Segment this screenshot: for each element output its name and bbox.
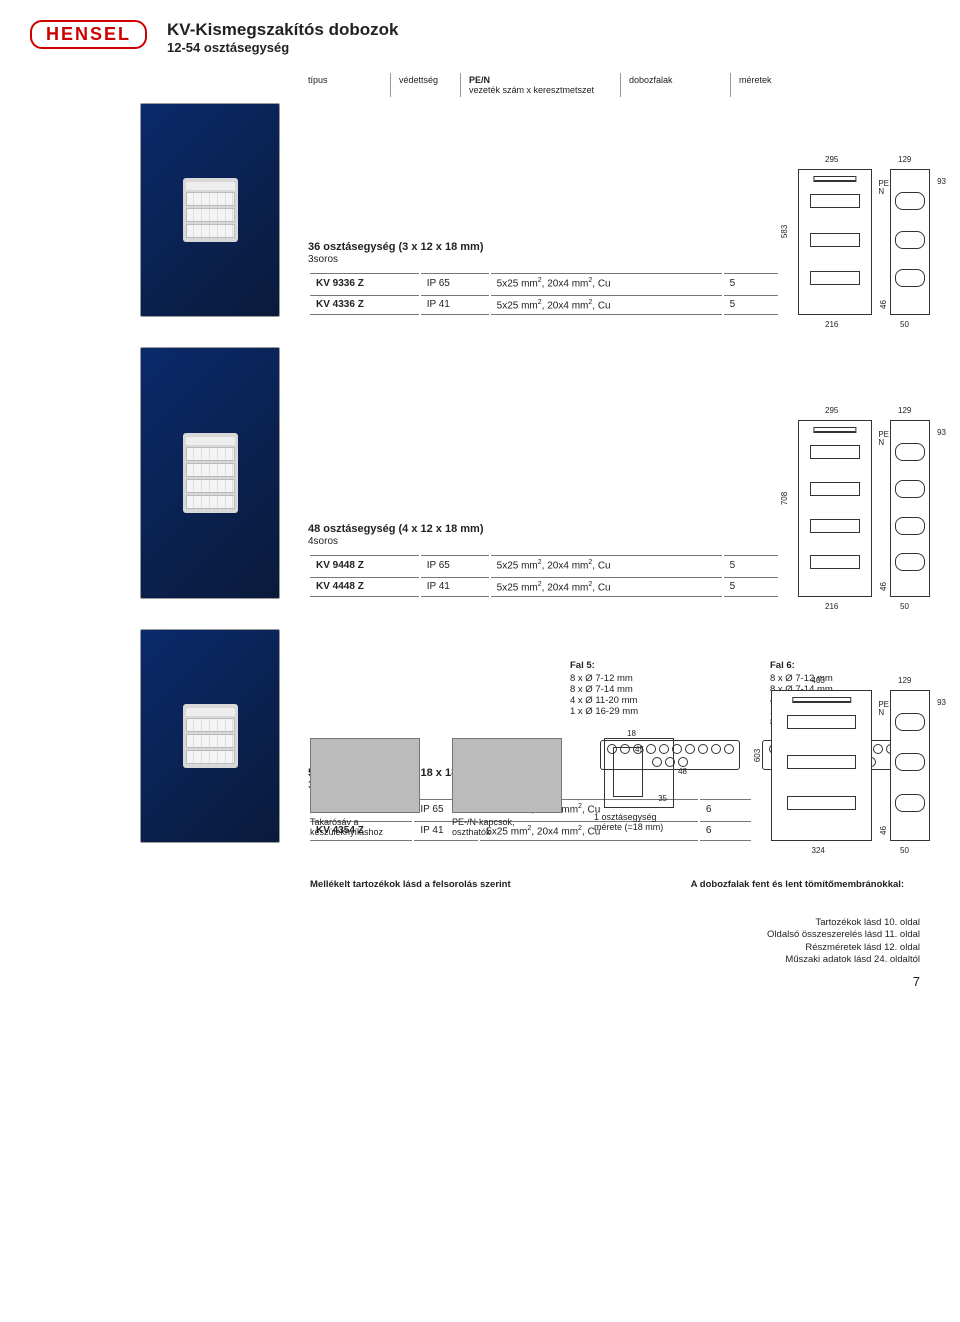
- front-view: PEN: [798, 420, 872, 597]
- dim-inner-width: 216: [825, 320, 838, 329]
- label-pen: PEN: [878, 701, 889, 717]
- table-row: KV 4448 ZIP 415x25 mm2, 20x4 mm2, Cu5: [310, 577, 778, 597]
- footer-line: Oldalsó összeszerelés lásd 11. oldal: [30, 929, 920, 941]
- table-row: KV 4336 ZIP 415x25 mm2, 20x4 mm2, Cu5: [310, 295, 778, 315]
- colhdr-protection: védettség: [390, 73, 460, 97]
- side-view: [890, 420, 930, 597]
- cell-wire: 5x25 mm2, 20x4 mm2, Cu: [491, 273, 722, 292]
- dim-inner-width: 216: [825, 602, 838, 611]
- spec-table: KV 9448 ZIP 655x25 mm2, 20x4 mm2, Cu5KV …: [308, 553, 780, 599]
- cell-protection: IP 41: [421, 577, 489, 597]
- accessory-unit-size: 18 45 48 35 1 osztásegységmérete (=18 mm…: [594, 738, 714, 832]
- footer-line: Tartozékok lásd 10. oldal: [30, 917, 920, 929]
- dim-height: 603: [753, 748, 762, 761]
- brand-logo: HENSEL: [30, 20, 147, 49]
- cell-protection: IP 41: [421, 295, 489, 315]
- table-row: KV 9448 ZIP 655x25 mm2, 20x4 mm2, Cu5: [310, 555, 778, 574]
- dim-inner-width: 324: [812, 846, 825, 855]
- dim-inner-height: 46: [879, 300, 888, 309]
- accessory-image: [310, 738, 420, 813]
- dim-height: 583: [780, 225, 789, 238]
- dimension-drawings: PEN403603324461299350: [771, 690, 930, 841]
- dim-depth: 129: [898, 155, 911, 164]
- wall-spec-line: 8 x Ø 7-14 mm: [570, 684, 730, 695]
- page-subtitle: 12-54 osztásegység: [167, 40, 930, 55]
- label-pen: PEN: [878, 431, 889, 447]
- product-section: 36 osztásegység (3 x 12 x 18 mm)3soros KV…: [30, 103, 930, 317]
- accessory-cover-strip: Takarósáv akészüléknyíláshoz: [310, 738, 430, 837]
- accessory-pen-terminals: PE-/N-kapcsok,oszthatók: [452, 738, 572, 837]
- section-subheading: 4soros: [308, 536, 780, 547]
- cell-wire: 5x25 mm2, 20x4 mm2, Cu: [491, 295, 722, 315]
- dim-inner-height: 46: [879, 582, 888, 591]
- wall5-specs: Fal 5: 8 x Ø 7-12 mm8 x Ø 7-14 mm4 x Ø 1…: [570, 660, 730, 728]
- table-row: KV 9336 ZIP 655x25 mm2, 20x4 mm2, Cu5: [310, 273, 778, 292]
- side-view: [890, 169, 930, 315]
- cell-wall: 5: [724, 555, 778, 574]
- front-view: PEN: [771, 690, 872, 841]
- dim-depth: 129: [898, 676, 911, 685]
- product-photo: [140, 103, 280, 317]
- column-headers: típus védettség PE/N vezeték szám x kere…: [300, 73, 930, 97]
- cell-wall: 5: [724, 273, 778, 292]
- cell-wall: 5: [724, 295, 778, 315]
- product-section: 48 osztásegység (4 x 12 x 18 mm)4soros KV…: [30, 347, 930, 599]
- footer-references: Tartozékok lásd 10. oldalOldalsó összesz…: [30, 917, 920, 966]
- section-heading: 36 osztásegység (3 x 12 x 18 mm): [308, 241, 780, 253]
- footer-line: Műszaki adatok lásd 24. oldaltól: [30, 954, 920, 966]
- dim-side-top: 93: [937, 177, 946, 186]
- section-heading: 48 osztásegység (4 x 12 x 18 mm): [308, 523, 780, 535]
- wall-spec-line: 8 x Ø 7-12 mm: [570, 673, 730, 684]
- dimension-drawings: PEN295708216461299350: [798, 420, 930, 597]
- dim-depth: 129: [898, 406, 911, 415]
- cell-protection: IP 65: [421, 555, 489, 574]
- product-photo: [140, 629, 280, 843]
- dim-width: 403: [812, 676, 825, 685]
- dim-height: 708: [780, 491, 789, 504]
- page-title: KV-Kismegszakítós dobozok: [167, 20, 930, 40]
- cell-wire: 5x25 mm2, 20x4 mm2, Cu: [491, 555, 722, 574]
- dim-width: 295: [825, 155, 838, 164]
- cell-protection: IP 65: [421, 273, 489, 292]
- cell-wire: 5x25 mm2, 20x4 mm2, Cu: [491, 577, 722, 597]
- wall-specs: Fal 5: 8 x Ø 7-12 mm8 x Ø 7-14 mm4 x Ø 1…: [570, 660, 930, 728]
- dim-width: 295: [825, 406, 838, 415]
- spec-block: 36 osztásegység (3 x 12 x 18 mm)3soros KV…: [308, 241, 780, 317]
- accessory-image: [452, 738, 562, 813]
- cell-model: KV 4448 Z: [310, 577, 419, 597]
- note-accessories: Mellékelt tartozékok lásd a felsorolás s…: [310, 879, 511, 890]
- section-subheading: 3soros: [308, 254, 780, 265]
- page-header: HENSEL KV-Kismegszakítós dobozok 12-54 o…: [30, 20, 930, 55]
- colhdr-pen: PE/N vezeték szám x keresztmetszet: [460, 73, 620, 97]
- dimension-drawings: PEN295583216461299350: [798, 169, 930, 315]
- dim-side-top: 93: [937, 698, 946, 707]
- colhdr-walls: dobozfalak: [620, 73, 730, 97]
- note-membranes: A dobozfalak fent és lent tömítőmembráno…: [691, 879, 904, 890]
- dim-inner-height: 46: [879, 826, 888, 835]
- wall-spec-line: 4 x Ø 11-20 mm: [570, 695, 730, 706]
- dim-side-top: 93: [937, 428, 946, 437]
- wall-spec-line: 1 x Ø 16-29 mm: [570, 706, 730, 717]
- spec-table: KV 9336 ZIP 655x25 mm2, 20x4 mm2, Cu5KV …: [308, 271, 780, 317]
- dim-side-bottom: 50: [900, 846, 909, 855]
- cell-wall: 5: [724, 577, 778, 597]
- page-number: 7: [30, 974, 920, 989]
- spec-block: 48 osztásegység (4 x 12 x 18 mm)4soros KV…: [308, 523, 780, 599]
- footer-line: Részméretek lásd 12. oldal: [30, 942, 920, 954]
- label-pen: PEN: [878, 180, 889, 196]
- dim-side-bottom: 50: [900, 602, 909, 611]
- cell-model: KV 4336 Z: [310, 295, 419, 315]
- colhdr-dims: méretek: [730, 73, 810, 97]
- cell-model: KV 9336 Z: [310, 273, 419, 292]
- cell-model: KV 9448 Z: [310, 555, 419, 574]
- dim-side-bottom: 50: [900, 320, 909, 329]
- front-view: PEN: [798, 169, 872, 315]
- product-photo: [140, 347, 280, 599]
- accessory-dim-drawing: 18 45 48 35: [604, 738, 674, 808]
- side-view: [890, 690, 930, 841]
- colhdr-type: típus: [300, 73, 390, 97]
